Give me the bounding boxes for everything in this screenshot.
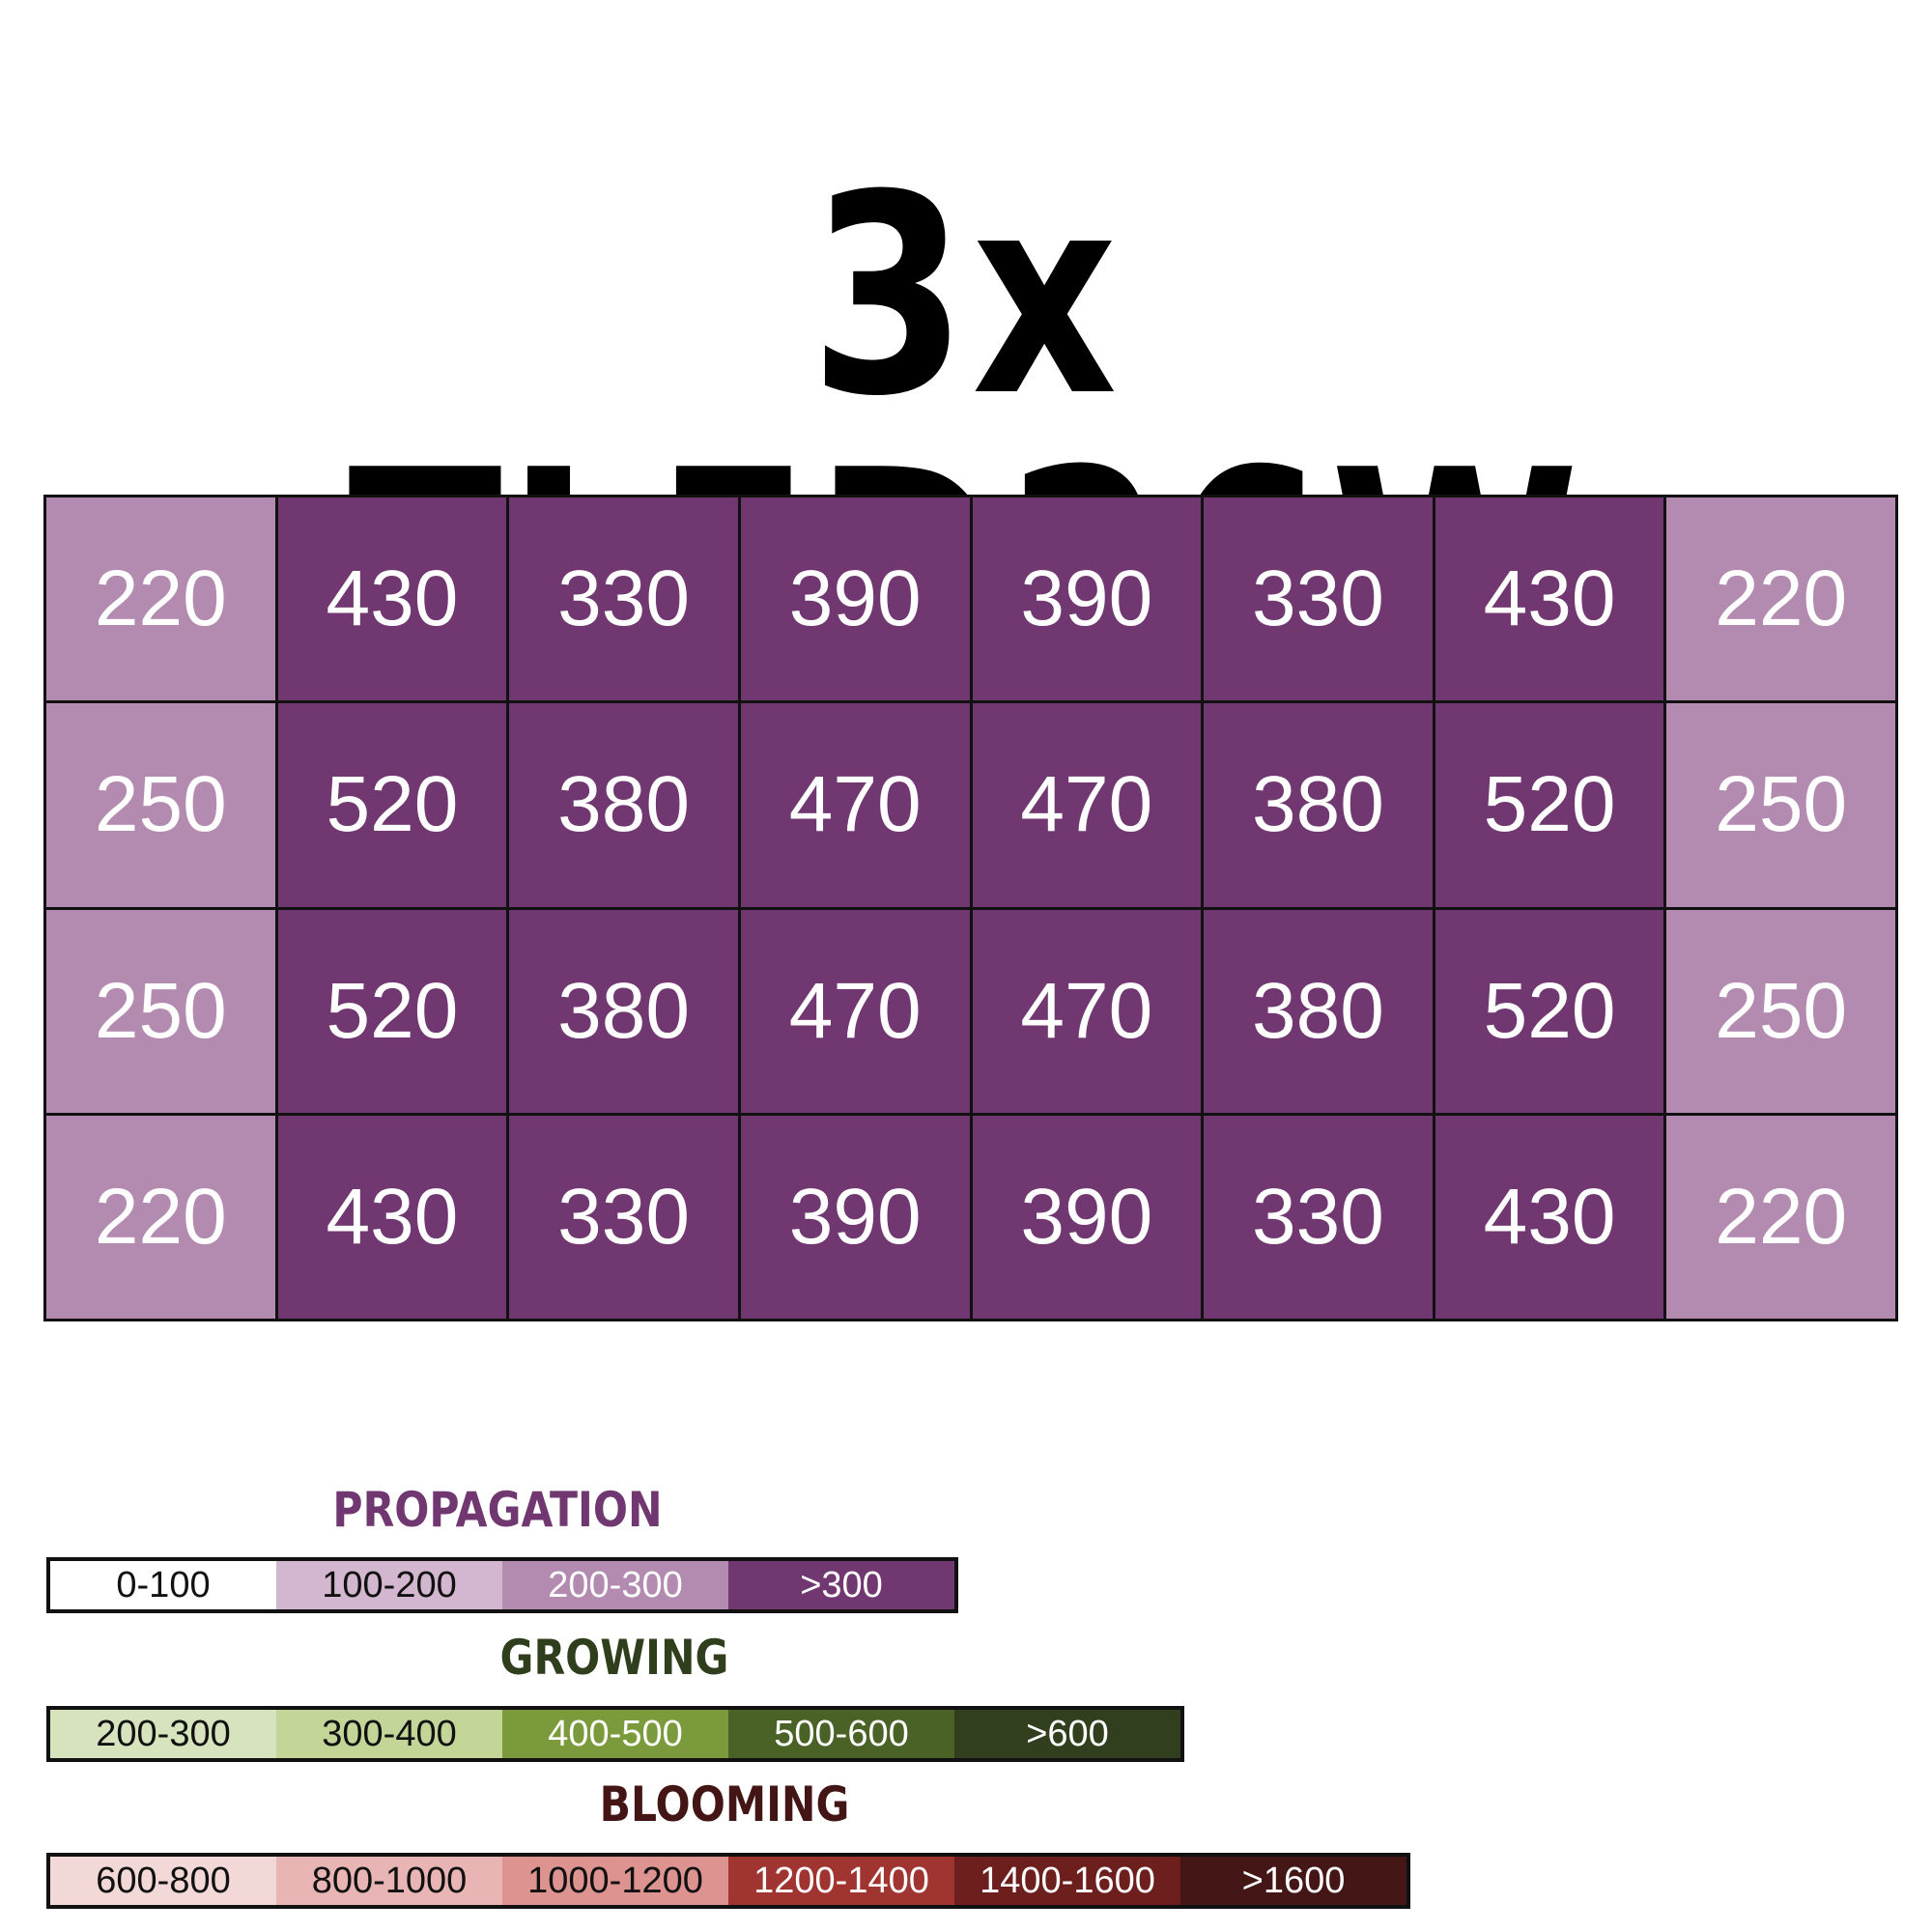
heatmap-cell: 470: [740, 703, 970, 907]
legend-swatch: 400-500: [502, 1710, 728, 1758]
heatmap-cell: 220: [46, 1115, 275, 1319]
heatmap-cell: 380: [509, 909, 738, 1113]
legend-swatch: 200-300: [502, 1561, 728, 1609]
heatmap-cell: 220: [1666, 497, 1895, 701]
heatmap-cell: 380: [1204, 703, 1433, 907]
heatmap-cell: 430: [1435, 497, 1664, 701]
heatmap-cell: 430: [1435, 1115, 1664, 1319]
legend-swatch: 500-600: [728, 1710, 954, 1758]
legend-bar-propagation: 0-100 100-200 200-300 >300: [46, 1557, 958, 1613]
legend-bar-growing: 200-300 300-400 400-500 500-600 >600: [46, 1706, 1184, 1762]
heatmap-cell: 390: [972, 1115, 1202, 1319]
heatmap-cell: 330: [509, 1115, 738, 1319]
legend-swatch: 0-100: [50, 1561, 276, 1609]
legend-title-propagation: PROPAGATION: [332, 1482, 663, 1538]
heatmap-cell: 380: [1204, 909, 1433, 1113]
legend-swatch: >1600: [1180, 1857, 1406, 1905]
legend-swatch: 300-400: [276, 1710, 502, 1758]
heatmap-cell: 390: [740, 1115, 970, 1319]
heatmap-cell: 250: [46, 909, 275, 1113]
heatmap-cell: 250: [46, 703, 275, 907]
legend-swatch: 100-200: [276, 1561, 502, 1609]
heatmap-cell: 330: [1204, 1115, 1433, 1319]
legend-swatch: 1200-1400: [728, 1857, 954, 1905]
heatmap-cell: 520: [277, 703, 507, 907]
heatmap-grid: 220 430 330 390 390 330 430 220 250 520 380 470 470 3…: [43, 495, 1898, 1321]
heatmap-cell: 520: [1435, 909, 1664, 1113]
heatmap-cell: 520: [277, 909, 507, 1113]
heatmap-cell: 330: [509, 497, 738, 701]
heatmap-cell: 250: [1666, 703, 1895, 907]
legend-title-growing: GROWING: [499, 1630, 729, 1686]
heatmap-cell: 520: [1435, 703, 1664, 907]
heatmap-cell: 220: [1666, 1115, 1895, 1319]
heatmap-cell: 390: [972, 497, 1202, 701]
legend-swatch: >600: [954, 1710, 1180, 1758]
heatmap-cell: 220: [46, 497, 275, 701]
heatmap-cell: 430: [277, 497, 507, 701]
legend-bar-blooming: 600-800 800-1000 1000-1200 1200-1400 1400-16…: [46, 1853, 1410, 1909]
legend-swatch: 1400-1600: [954, 1857, 1180, 1905]
legend-swatch: 1000-1200: [502, 1857, 728, 1905]
heatmap-cell: 330: [1204, 497, 1433, 701]
legend-swatch: 800-1000: [276, 1857, 502, 1905]
heatmap-cell: 470: [972, 909, 1202, 1113]
heatmap-cell: 250: [1666, 909, 1895, 1113]
heatmap-cell: 470: [740, 909, 970, 1113]
heatmap-cell: 430: [277, 1115, 507, 1319]
heatmap-cell: 470: [972, 703, 1202, 907]
heatmap-cell: 380: [509, 703, 738, 907]
legend-swatch: >300: [728, 1561, 954, 1609]
heatmap-cell: 390: [740, 497, 970, 701]
legend-title-blooming: BLOOMING: [599, 1776, 850, 1833]
legend-swatch: 600-800: [50, 1857, 276, 1905]
legend-swatch: 200-300: [50, 1710, 276, 1758]
